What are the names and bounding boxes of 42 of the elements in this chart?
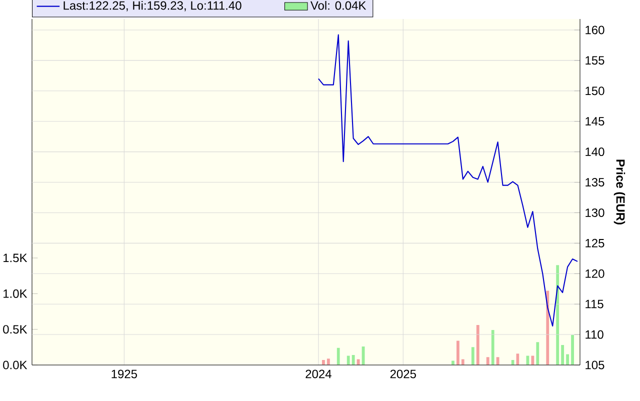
bar [476,325,480,365]
y-tick-label: 160 [586,26,604,34]
bar [346,356,350,365]
x-tick-label: 2024 [306,370,332,378]
bar [496,357,500,365]
legend-label: Last:122.25, Hi:159.23, Lo:111.40 [64,0,242,12]
bar [326,358,330,365]
y-tick-label: 115 [586,300,604,308]
bar [352,355,355,365]
y2-tick-label: 0.0K [3,360,28,370]
bar [561,345,564,365]
y-tick-label: 125 [586,238,604,248]
bar [362,346,365,365]
y2-tick-label: 1.5K [4,254,28,262]
x-tick-label: 2025 [390,370,416,378]
bar [471,347,474,365]
y-axis-title: Price (EUR) [614,160,626,224]
bar [486,357,490,365]
x-tick-label: 1925 [112,370,137,378]
bar [531,356,534,365]
bar [456,340,460,365]
bar [322,360,325,365]
y-tick-label: 150 [586,86,604,96]
bar [451,360,454,365]
y-tick-label: 110 [586,330,604,339]
y2-tick-label: 0.5K [3,325,28,334]
bar [491,330,494,365]
bar [571,335,574,365]
y-tick-label: 155 [586,56,604,65]
y-tick-label: 145 [586,117,604,126]
y2-tick-label: 1.0K [4,289,28,298]
bar [566,354,570,365]
y-tick-label: 120 [586,269,604,278]
bar [556,265,560,365]
bar [536,342,540,365]
y-tick-label: 130 [586,208,604,217]
y-tick-label: 140 [586,148,604,156]
y-tick-label: 135 [586,178,604,187]
y-tick-label: 105 [586,360,604,370]
bar [526,356,530,365]
legend-label: Vol: 0.04K [310,0,366,10]
bar [356,359,360,365]
